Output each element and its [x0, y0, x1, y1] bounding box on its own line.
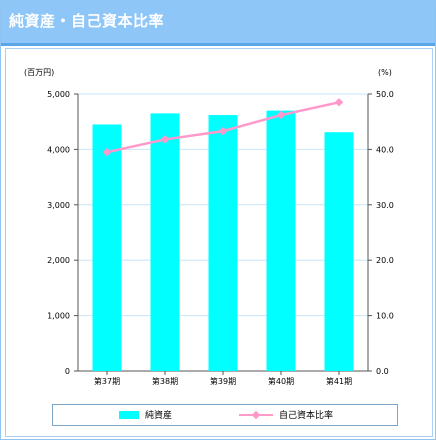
- legend-label-bar: 純資産: [145, 411, 173, 421]
- x-tick-label: 第39期: [210, 376, 236, 386]
- y-left-tick-label: 5,000: [47, 90, 70, 99]
- bar: [324, 132, 354, 371]
- x-tick-label: 第37期: [94, 376, 120, 386]
- title-bar: 純資産・自己資本比率: [1, 1, 435, 46]
- y-right-tick-label: 0.0: [376, 367, 389, 376]
- y-left-tick-label: 4,000: [47, 145, 70, 154]
- line-marker: [160, 135, 170, 144]
- line-marker: [334, 98, 344, 107]
- y-right-tick-label: 10.0: [376, 312, 394, 321]
- y-left-tick-label: 1,000: [47, 312, 70, 321]
- chart-svg: 0 0.0 1,000 10.0 2,000 20.0 3,000 30.0 4,000 40.0…: [24, 68, 394, 386]
- x-tick-label: 第38期: [152, 376, 178, 386]
- y-left-tick-label: 2,000: [47, 256, 70, 265]
- y-right-tick-label: 20.0: [376, 256, 394, 265]
- bar: [92, 124, 122, 371]
- y-left-tick-label: 3,000: [47, 201, 70, 210]
- x-tick-label: 第40期: [268, 376, 294, 386]
- legend-item-line: 自己資本比率: [239, 408, 333, 421]
- legend-bar-swatch: [119, 410, 139, 419]
- y-left-unit-label: (百万円): [24, 68, 54, 77]
- legend-label-line: 自己資本比率: [279, 411, 334, 421]
- line-marker: [218, 126, 228, 136]
- legend-line-swatch: [239, 410, 273, 419]
- y-right-tick-label: 40.0: [376, 145, 394, 154]
- legend: 純資産 自己資本比率: [52, 404, 398, 426]
- y-left-tick-label: 0: [65, 367, 70, 376]
- x-tick-label: 第41期: [326, 376, 352, 386]
- bar: [266, 110, 296, 371]
- y-right-tick-label: 30.0: [376, 201, 394, 210]
- legend-item-bar: 純資産: [119, 408, 172, 421]
- page-title: 純資産・自己資本比率: [9, 12, 165, 30]
- y-right-tick-label: 50.0: [376, 90, 394, 99]
- bar: [150, 113, 180, 371]
- y-right-unit-label: (%): [378, 68, 392, 77]
- line-marker: [102, 147, 112, 157]
- bar: [208, 115, 238, 371]
- chart-area: 0 0.0 1,000 10.0 2,000 20.0 3,000 30.0 4,000 40.0…: [5, 48, 433, 437]
